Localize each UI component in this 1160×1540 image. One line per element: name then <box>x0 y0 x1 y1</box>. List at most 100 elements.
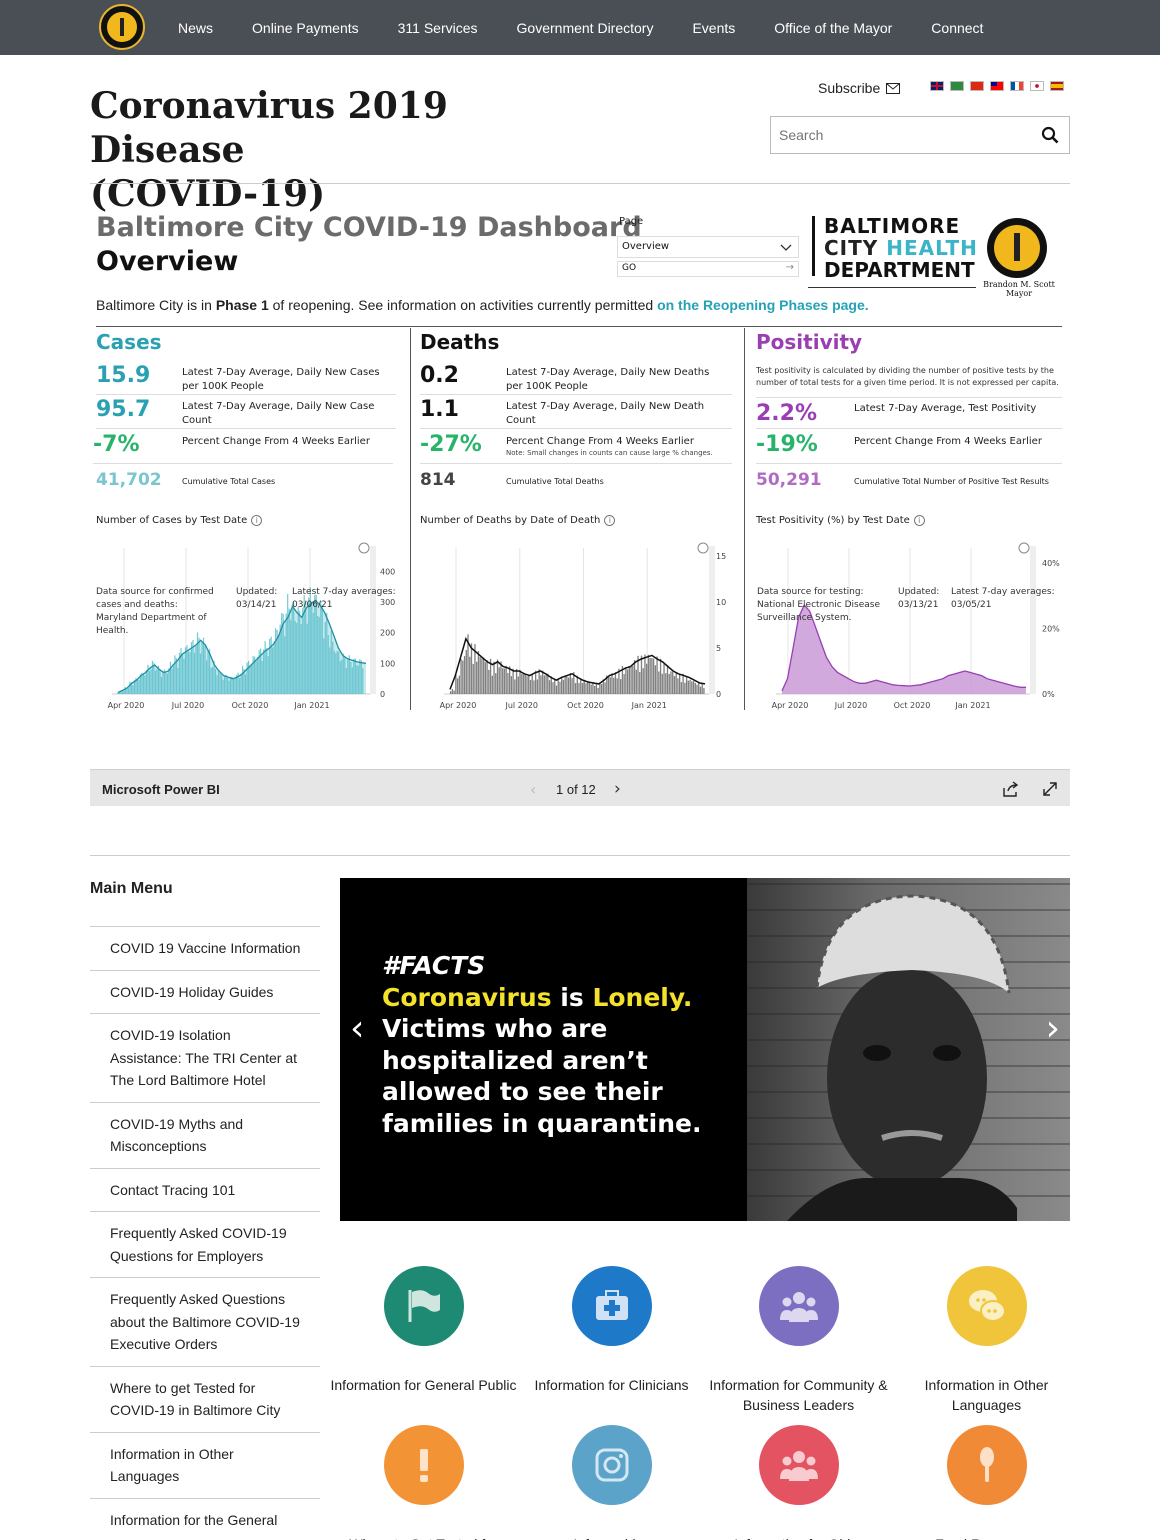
tile-infographics[interactable]: Infographics <box>518 1425 705 1540</box>
case-bar <box>300 624 302 694</box>
cases-chart-title-text: Number of Cases by Test Date <box>96 515 248 526</box>
death-bar <box>566 676 568 694</box>
share-icon[interactable] <box>1000 779 1020 799</box>
france-flag-icon[interactable] <box>1010 81 1024 91</box>
death-bar <box>625 667 627 694</box>
phase-bold: Phase 1 <box>215 297 269 313</box>
death-bar <box>458 675 461 694</box>
death-bar <box>640 655 643 694</box>
case-bar <box>219 672 221 694</box>
info-icon[interactable]: i <box>604 515 616 526</box>
cases-column: Cases 15.9 Latest 7-Day Average, Daily N… <box>93 328 402 714</box>
case-bar <box>232 679 235 694</box>
menu-item-holiday-guides[interactable]: COVID-19 Holiday Guides <box>90 969 320 1014</box>
deaths-change-note: Note: Small changes in counts can cause … <box>506 449 713 457</box>
powerbi-brand-link[interactable]: Microsoft Power BI <box>102 782 220 797</box>
case-bar <box>297 606 299 694</box>
carousel-prev-icon[interactable]: ‹ <box>350 1008 365 1049</box>
case-bar <box>272 647 274 694</box>
nav-news[interactable]: News <box>178 19 214 36</box>
fullscreen-icon[interactable] <box>1040 779 1060 799</box>
death-bar <box>654 665 657 694</box>
page-go-button[interactable]: GO → <box>617 261 799 277</box>
hero-message: #FACTS Coronavirus is Lonely. Victims wh… <box>382 950 701 1139</box>
menu-item-myths[interactable]: COVID-19 Myths and Misconceptions <box>90 1101 320 1168</box>
search-icon[interactable] <box>1041 126 1059 144</box>
nav-government-directory[interactable]: Government Directory <box>516 19 654 36</box>
page-selector-dropdown[interactable]: Overview <box>617 236 799 258</box>
china-flag-icon[interactable] <box>970 81 984 91</box>
chevron-left-icon[interactable]: ‹ <box>530 780 537 799</box>
reopening-phases-link[interactable]: on the Reopening Phases page. <box>657 297 869 313</box>
tile-testing[interactable]: Where to Get Tested for <box>330 1425 517 1540</box>
death-bar <box>491 675 493 694</box>
deaths-total-desc: Cumulative Total Deaths <box>506 477 604 486</box>
info-icon <box>1018 542 1030 554</box>
tile-clinicians[interactable]: Information for Clinicians <box>518 1266 705 1396</box>
uk-flag-icon[interactable] <box>930 81 944 91</box>
tile-food-resources-circle <box>946 1425 1027 1505</box>
nav-online-payments[interactable]: Online Payments <box>252 19 359 36</box>
menu-item-employer-faq[interactable]: Frequently Asked COVID-19 Questions for … <box>90 1211 320 1277</box>
tile-older-adults[interactable]: Information for Older <box>705 1425 892 1540</box>
positivity-avg-value: 2.2% <box>756 401 818 426</box>
death-bar <box>647 654 650 694</box>
case-bar <box>354 658 356 694</box>
case-bar <box>195 645 197 694</box>
tile-other-languages-circle <box>946 1266 1027 1346</box>
menu-item-executive-orders[interactable]: Frequently Asked Questions about the Bal… <box>90 1277 320 1366</box>
header-divider <box>90 183 1070 184</box>
korea-flag-icon[interactable] <box>1030 81 1044 91</box>
case-bar <box>323 638 325 694</box>
case-bar <box>237 672 239 694</box>
info-icon[interactable]: i <box>913 515 925 526</box>
positivity-column: Positivity Test positivity is calculated… <box>756 328 1062 714</box>
nav-office-of-the-mayor[interactable]: Office of the Mayor <box>774 19 893 36</box>
deaths-per100k-desc: Latest 7-Day Average, Daily New Deaths p… <box>506 367 710 392</box>
subscribe-link[interactable]: Subscribe <box>818 80 901 96</box>
death-bar <box>512 668 514 694</box>
carousel-next-icon[interactable]: › <box>1045 1008 1060 1049</box>
hero-line2: Victims who are <box>382 1014 608 1043</box>
menu-item-vaccine[interactable]: COVID 19 Vaccine Information <box>90 926 320 970</box>
death-bar <box>599 682 601 694</box>
death-bar <box>528 674 530 694</box>
chevron-right-icon[interactable]: › <box>614 779 621 799</box>
chart-scrollbar <box>1030 546 1036 694</box>
case-bar <box>127 688 129 694</box>
tile-general-public[interactable]: Information for General Public <box>330 1266 517 1396</box>
death-bar <box>597 687 599 694</box>
case-bar <box>142 673 145 694</box>
menu-item-general[interactable]: Information for the General <box>90 1497 320 1540</box>
case-bar <box>229 676 232 694</box>
chart-scrollbar <box>370 546 376 694</box>
case-bar <box>270 636 272 694</box>
death-bar <box>533 680 535 694</box>
info-icon[interactable]: i <box>251 515 263 526</box>
city-seal-logo[interactable] <box>99 4 145 50</box>
case-bar <box>151 660 154 694</box>
death-bar <box>465 649 467 694</box>
bchd-health: HEALTH <box>886 236 978 260</box>
arabic-flag-icon[interactable] <box>950 81 964 91</box>
case-bar <box>120 690 122 694</box>
nav-connect[interactable]: Connect <box>931 19 984 36</box>
case-bar <box>335 653 337 694</box>
tile-community-business[interactable]: Information for Community & Business Lea… <box>705 1266 892 1415</box>
cases-per100k-desc: Latest 7-Day Average, Daily New Cases pe… <box>182 367 380 392</box>
menu-item-isolation[interactable]: COVID-19 Isolation Assistance: The TRI C… <box>90 1013 320 1102</box>
menu-item-contact-tracing[interactable]: Contact Tracing 101 <box>90 1167 320 1212</box>
death-bar <box>557 678 559 694</box>
spain-flag-icon[interactable] <box>1050 81 1064 91</box>
case-bar <box>205 660 208 694</box>
search-input[interactable] <box>771 117 1031 153</box>
taiwan-flag-icon[interactable] <box>990 81 1004 91</box>
nav-events[interactable]: Events <box>692 19 736 36</box>
menu-item-languages[interactable]: Information in Other Languages <box>90 1431 320 1498</box>
nav-311-services[interactable]: 311 Services <box>397 19 478 36</box>
death-bar <box>590 684 592 694</box>
tile-other-languages[interactable]: Information in Other Languages <box>893 1266 1080 1415</box>
cases-total-value: 41,702 <box>96 470 162 490</box>
menu-item-testing[interactable]: Where to get Tested for COVID-19 in Balt… <box>90 1365 320 1432</box>
tile-food-resources[interactable]: Food Resources <box>893 1425 1080 1540</box>
